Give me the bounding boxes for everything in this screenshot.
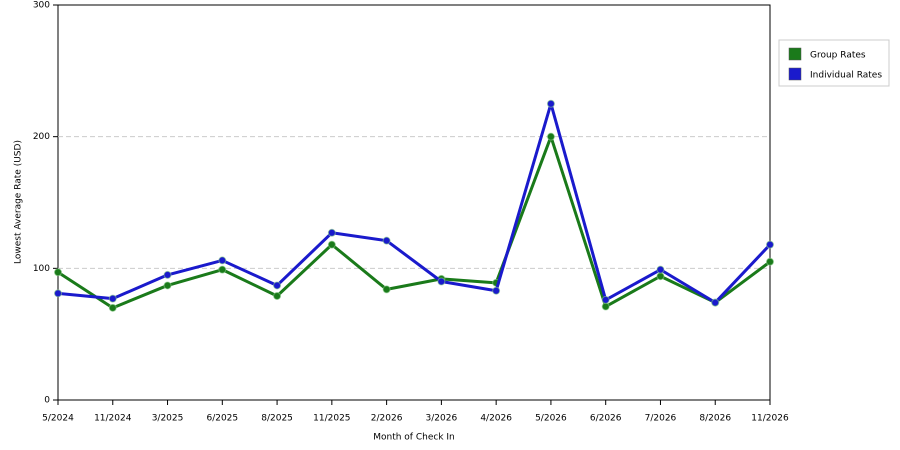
x-tick-label: 11/2025 [313,414,350,424]
data-point [656,265,665,274]
x-tick-label: 2/2026 [371,414,403,424]
x-tick-label: 7/2026 [645,414,677,424]
data-point [492,286,501,295]
legend-swatch [788,47,802,61]
data-point [273,281,282,290]
x-tick-label: 3/2026 [426,414,458,424]
x-tick-label: 6/2025 [206,414,238,424]
y-tick-label: 100 [33,264,50,274]
x-tick-label: 5/2026 [535,414,567,424]
data-point [327,228,336,237]
x-tick-label: 8/2025 [261,414,293,424]
x-tick-label: 11/2024 [94,414,132,424]
y-tick-label: 200 [33,132,50,142]
data-point [601,295,610,304]
y-axis-label: Lowest Average Rate (USD) [14,140,24,264]
data-point [766,240,774,249]
data-point [218,256,227,265]
data-point [54,268,62,277]
data-point [382,285,391,294]
data-point [54,289,62,298]
plot-area [57,4,771,401]
series-line [57,102,772,305]
data-point [218,265,227,274]
data-point [766,257,774,266]
x-axis-label: Month of Check In [373,433,455,443]
data-point [711,298,720,307]
data-point [656,272,665,281]
y-tick-label: 0 [44,396,50,406]
series-line [57,135,771,310]
x-tick-label: 6/2026 [590,414,622,424]
x-tick-label: 5/2024 [42,414,74,424]
data-point [546,132,555,141]
legend-label: Individual Rates [810,71,882,81]
legend-swatch [788,67,802,81]
data-point [382,236,391,245]
data-point [108,303,117,312]
legend-label: Group Rates [810,51,866,61]
x-tick-label: 4/2026 [480,414,512,424]
y-tick-label: 300 [33,1,50,11]
data-point [163,270,172,279]
data-point [163,281,172,290]
x-tick-label: 8/2026 [699,414,731,424]
data-point [601,302,610,311]
data-point [546,99,555,108]
data-point [437,277,446,286]
x-tick-label: 11/2026 [751,414,789,424]
data-point [327,240,336,249]
data-point [273,291,282,300]
x-tick-label: 3/2025 [152,414,184,424]
data-point [108,294,117,303]
